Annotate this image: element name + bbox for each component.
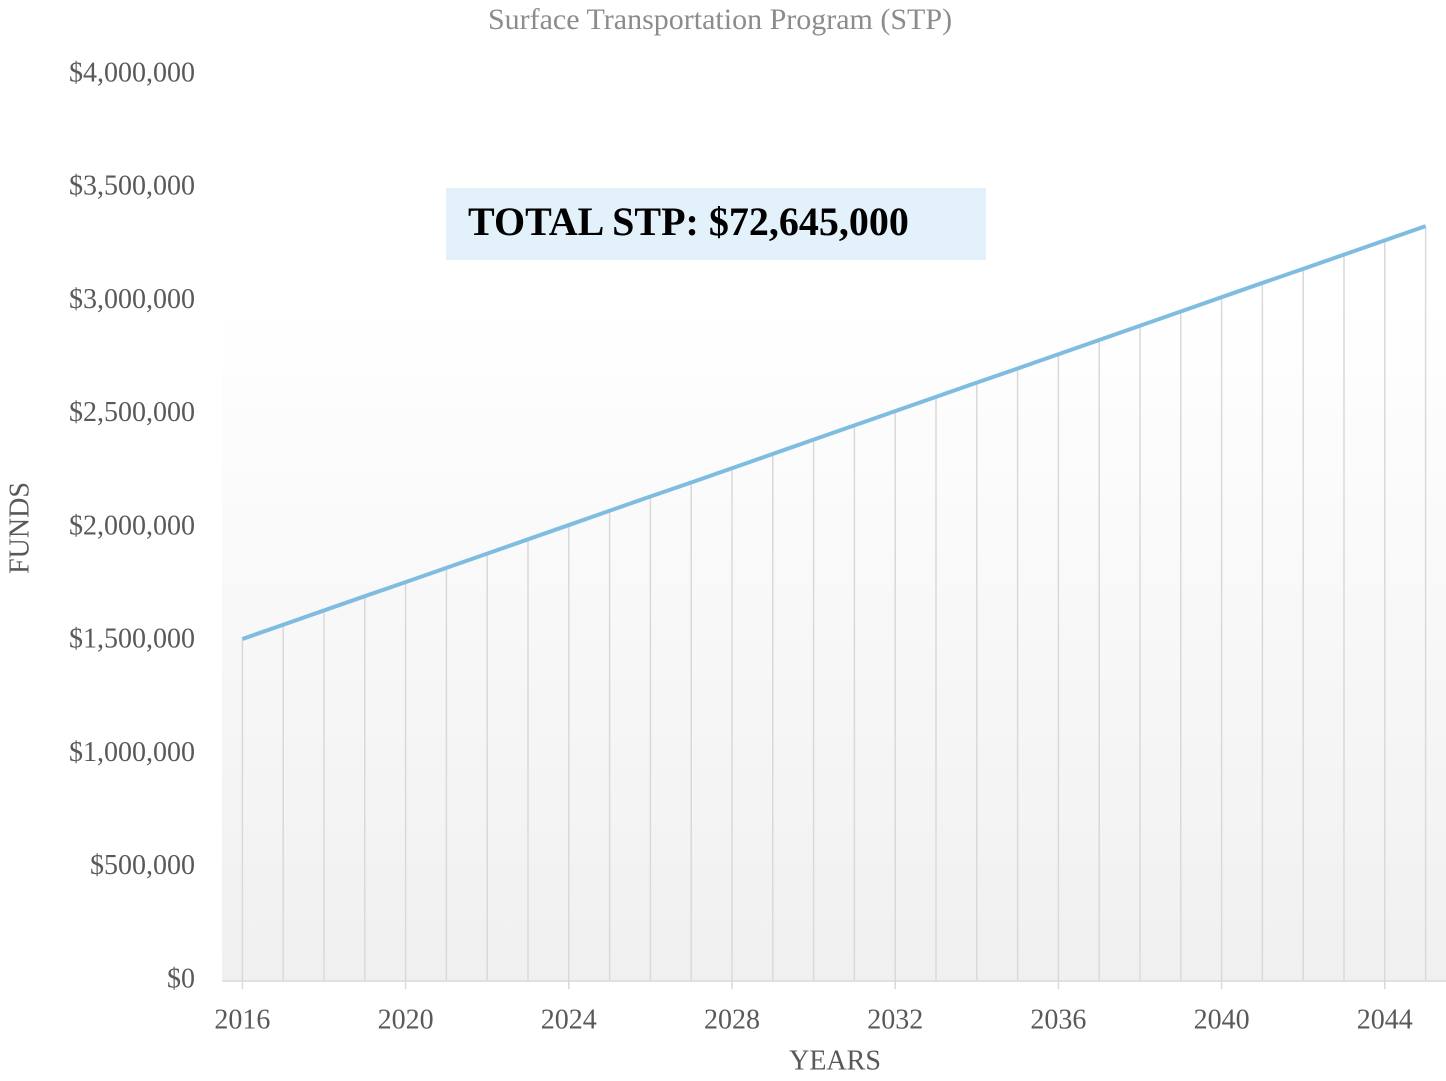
x-tick-label: 2016: [214, 1004, 270, 1035]
marks: [241, 224, 1427, 981]
y-tick-label: $3,500,000: [69, 171, 195, 202]
y-tick-label: $4,000,000: [69, 57, 195, 88]
x-tick-label: 2028: [704, 1004, 760, 1035]
y-tick-label: $500,000: [90, 850, 195, 881]
y-tick-label: $0: [167, 963, 195, 994]
x-tick-label: 2040: [1194, 1004, 1250, 1035]
x-tick-label: 2044: [1357, 1004, 1413, 1035]
y-axis-label: FUNDS: [4, 482, 35, 574]
x-tick-label: 2024: [541, 1004, 597, 1035]
annotation: TOTAL STP: $72,645,000: [468, 199, 909, 244]
line-series: [241, 224, 1427, 641]
y-tick-label: $3,000,000: [69, 284, 195, 315]
x-axis-label: YEARS: [789, 1045, 881, 1076]
y-tick-label: $2,500,000: [69, 397, 195, 428]
x-tick-label: 2036: [1030, 1004, 1086, 1035]
x-tick-label: 2032: [867, 1004, 923, 1035]
y-tick-label: $1,500,000: [69, 624, 195, 655]
annotation-box: [446, 188, 986, 260]
y-tick-label: $1,000,000: [69, 737, 195, 768]
chart-title: Surface Transportation Program (STP): [488, 3, 952, 36]
y-tick-label: $2,000,000: [69, 510, 195, 541]
x-tick-label: 2020: [378, 1004, 434, 1035]
